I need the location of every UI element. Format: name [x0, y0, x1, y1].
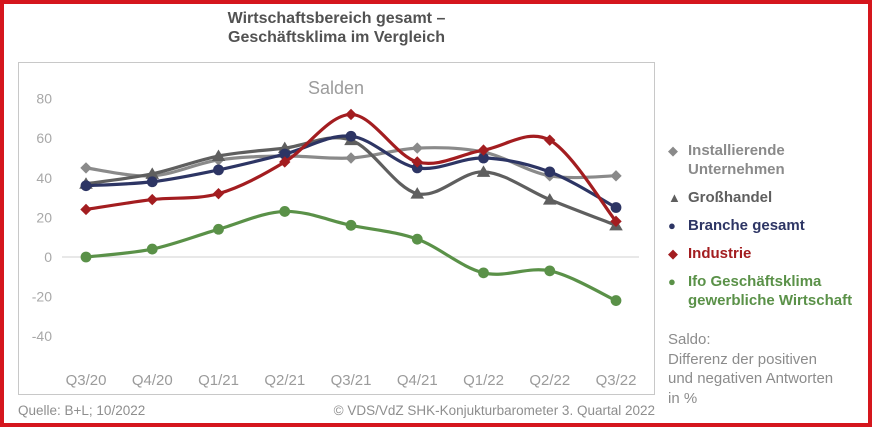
x-tick-label: Q1/21	[198, 372, 239, 389]
legend-item-1: ▲ Großhandel	[668, 188, 868, 207]
data-point-diamond	[345, 152, 357, 164]
y-tick-label: 60	[36, 130, 52, 146]
legend-triangle-icon: ▲	[668, 190, 681, 205]
data-point-circle	[544, 166, 556, 178]
legend-label-line: Ifo Geschäftsklima	[688, 273, 822, 290]
chart-main-title: Wirtschaftsbereich gesamt – Geschäftskli…	[18, 9, 655, 47]
data-point-circle	[411, 233, 423, 245]
data-point-diamond	[279, 156, 291, 168]
legend-label-line: Unternehmen	[688, 161, 785, 178]
data-point-diamond	[544, 134, 556, 146]
data-point-circle	[213, 164, 224, 176]
x-tick-label: Q1/22	[463, 372, 504, 389]
x-tick-label: Q2/22	[529, 372, 570, 389]
data-point-circle	[345, 219, 357, 231]
data-point-diamond	[80, 203, 92, 216]
data-point-diamond	[610, 215, 622, 228]
data-point-circle	[610, 295, 622, 306]
saldo-note-line-4: in %	[668, 389, 698, 407]
legend-label-line: Installierende	[688, 142, 785, 159]
legend-item-4: ● Ifo Geschäftsklima gewerbliche Wirtschaf…	[668, 272, 868, 310]
data-point-triangle	[476, 165, 491, 177]
line-chart-svg: 80 60 40 20 0 -20 -40 Q3/20 Q4/20 Q1/21 Q2/21 Q3/21…	[32, 78, 639, 389]
legend-label-line: Industrie	[688, 245, 752, 262]
data-point-circle	[610, 202, 622, 213]
y-tick-label: 40	[36, 170, 52, 186]
y-tick-label: 80	[36, 91, 52, 107]
legend-label: Industrie	[688, 244, 751, 263]
chart-legend: ◆ Installierende Unternehmen ▲ Großhandel ● Br…	[668, 141, 868, 319]
legend-label: Branche gesamt	[688, 216, 805, 235]
data-point-circle	[80, 180, 92, 192]
chart-inner-title-salden: Salden	[308, 78, 364, 98]
legend-label-line: Branche gesamt	[688, 217, 805, 234]
x-tick-label: Q4/21	[397, 372, 438, 389]
legend-label: Installierende Unternehmen	[688, 141, 785, 179]
legend-item-3: ◆ Industrie	[668, 244, 868, 263]
title-line-2: Geschäftsklima im Vergleich	[228, 29, 445, 46]
legend-item-2: ● Branche gesamt	[668, 216, 868, 235]
data-point-triangle	[211, 149, 226, 162]
data-point-triangle	[542, 193, 557, 205]
legend-circle-icon: ●	[668, 218, 676, 233]
legend-circle-icon: ●	[668, 274, 676, 289]
data-point-triangle	[145, 167, 160, 179]
x-tick-label: Q2/21	[264, 372, 305, 389]
footer-source: Quelle: B+L; 10/2022	[18, 403, 146, 418]
title-line-1: Wirtschaftsbereich gesamt –	[227, 10, 446, 27]
x-tick-label: Q4/20	[132, 372, 173, 389]
series-line-1	[84, 136, 618, 227]
y-tick-label: -20	[32, 289, 52, 305]
data-point-diamond	[146, 193, 158, 206]
y-tick-label: 20	[36, 209, 52, 225]
data-point-triangle	[410, 187, 425, 199]
data-point-circle	[478, 152, 489, 164]
legend-label-line: gewerbliche Wirtschaft	[688, 292, 853, 309]
y-tick-label: -40	[32, 328, 52, 344]
legend-diamond-icon: ◆	[668, 246, 678, 261]
data-point-circle	[213, 223, 224, 235]
data-point-diamond	[610, 170, 622, 182]
footer-copyright: © VDS/VdZ SHK-Konjukturbarometer 3. Quar…	[333, 403, 655, 418]
legend-item-0: ◆ Installierende Unternehmen	[668, 141, 868, 179]
data-point-circle	[544, 265, 556, 277]
data-point-circle	[279, 206, 291, 217]
data-point-circle	[345, 130, 357, 142]
data-point-diamond	[212, 187, 225, 200]
data-point-circle	[146, 176, 158, 188]
saldo-note-line-3: und negativen Antworten	[668, 370, 834, 387]
data-point-circle	[80, 251, 92, 263]
saldo-note-line-2: Differenz der positiven	[668, 350, 817, 368]
data-point-diamond	[80, 162, 92, 174]
legend-label-line: Großhandel	[688, 189, 773, 206]
saldo-note-line-1: Saldo:	[668, 331, 711, 348]
data-point-circle	[146, 243, 158, 255]
legend-label: Großhandel	[688, 188, 772, 207]
data-point-diamond	[345, 108, 357, 121]
saldo-note: Saldo: Differenz der positiven und negat…	[668, 330, 868, 408]
x-tick-label: Q3/22	[596, 372, 637, 389]
data-point-diamond	[411, 156, 423, 168]
legend-diamond-icon: ◆	[668, 143, 678, 158]
data-point-diamond	[411, 142, 423, 154]
x-tick-label: Q3/20	[66, 372, 107, 389]
legend-label: Ifo Geschäftsklima gewerbliche Wirtschaft	[688, 272, 852, 310]
x-tick-label: Q3/21	[331, 372, 372, 389]
chart-plot-area: 80 60 40 20 0 -20 -40 Q3/20 Q4/20 Q1/21 Q2/21 Q3/21…	[18, 62, 655, 395]
data-point-circle	[279, 148, 291, 160]
data-point-circle	[478, 267, 489, 279]
y-tick-label: 0	[44, 249, 52, 265]
data-point-circle	[411, 162, 423, 174]
data-point-diamond	[477, 144, 490, 156]
